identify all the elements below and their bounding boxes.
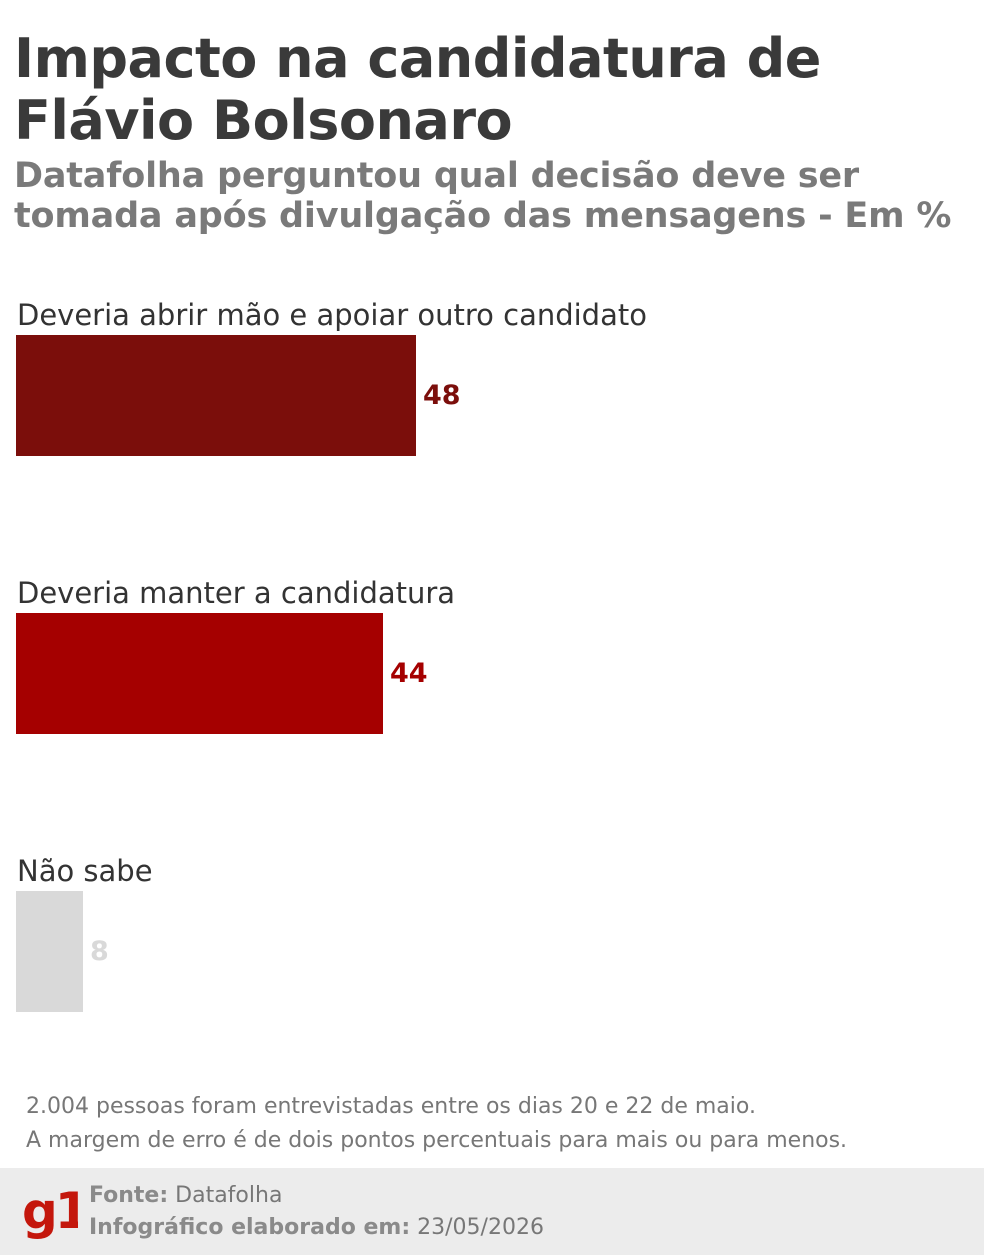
bar	[16, 891, 83, 1012]
category-label: Não sabe	[17, 854, 153, 888]
bar-chart: Deveria abrir mão e apoiar outro candida…	[0, 290, 984, 1030]
category-label: Deveria manter a candidatura	[17, 576, 456, 610]
source-line: Fonte: Datafolha	[89, 1180, 544, 1212]
source-block: Fonte: Datafolha Infográfico elaborado e…	[89, 1180, 544, 1244]
date-line: Infográfico elaborado em: 23/05/2026	[89, 1212, 544, 1244]
date-label: Infográfico elaborado em:	[89, 1215, 411, 1240]
chart-subtitle: Datafolha perguntou qual decisão deve se…	[14, 156, 952, 236]
bar-value-label: 44	[390, 657, 428, 689]
bar-value-label: 8	[90, 935, 109, 967]
g1-logo-text: g1	[22, 1182, 78, 1240]
category-label: Deveria abrir mão e apoiar outro candida…	[17, 298, 647, 332]
bar	[16, 613, 383, 734]
g1-logo: g1	[22, 1182, 78, 1240]
sample-note: 2.004 pessoas foram entrevistadas entre …	[26, 1094, 756, 1119]
footer: g1 Fonte: Datafolha Infográfico elaborad…	[0, 1168, 984, 1255]
date-value: 23/05/2026	[417, 1215, 544, 1240]
margin-note: A margem de erro é de dois pontos percen…	[26, 1128, 848, 1153]
chart-title: Impacto na candidatura de Flávio Bolsona…	[14, 27, 821, 152]
bar	[16, 335, 416, 456]
methodology-notes: 2.004 pessoas foram entrevistadas entre …	[26, 1090, 966, 1158]
source-label: Fonte:	[89, 1183, 169, 1208]
source-value: Datafolha	[175, 1183, 283, 1208]
bar-value-label: 48	[423, 379, 461, 411]
